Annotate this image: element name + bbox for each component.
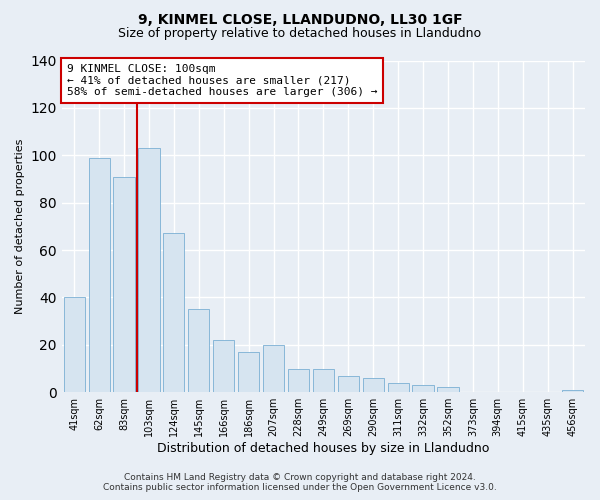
X-axis label: Distribution of detached houses by size in Llandudno: Distribution of detached houses by size … (157, 442, 490, 455)
Bar (139, 148, 160, 392)
Bar (113, 176, 134, 392)
Bar (163, 234, 184, 392)
Text: 9 KINMEL CLOSE: 100sqm
← 41% of detached houses are smaller (217)
58% of semi-de: 9 KINMEL CLOSE: 100sqm ← 41% of detached… (67, 64, 377, 97)
Bar (437, 388, 458, 392)
Bar (362, 378, 384, 392)
Y-axis label: Number of detached properties: Number of detached properties (15, 138, 25, 314)
Text: Size of property relative to detached houses in Llandudno: Size of property relative to detached ho… (118, 28, 482, 40)
Bar (338, 376, 359, 392)
Text: 9, KINMEL CLOSE, LLANDUDNO, LL30 1GF: 9, KINMEL CLOSE, LLANDUDNO, LL30 1GF (137, 12, 463, 26)
Bar (64, 298, 85, 392)
Text: Contains HM Land Registry data © Crown copyright and database right 2024.
Contai: Contains HM Land Registry data © Crown c… (103, 473, 497, 492)
Bar (562, 390, 583, 392)
Bar (412, 385, 434, 392)
Bar (288, 368, 309, 392)
Bar (313, 368, 334, 392)
Bar (238, 352, 259, 392)
Bar (263, 345, 284, 392)
Bar (388, 382, 409, 392)
Bar (213, 340, 235, 392)
Bar (89, 158, 110, 392)
Bar (188, 310, 209, 392)
